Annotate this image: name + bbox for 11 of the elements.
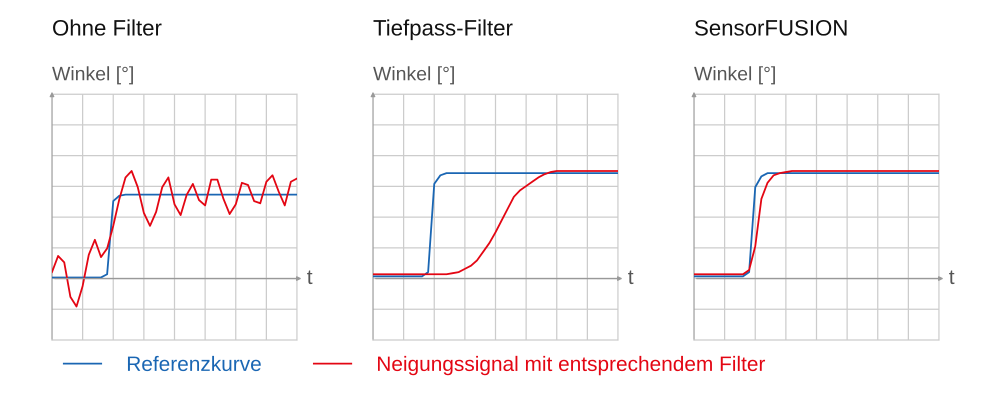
chart-title: SensorFUSION [695,20,847,36]
legend-label: Neigungssignal mit entsprechendem Filter [378,356,766,376]
y-axis-title: Winkel [°] [694,66,775,84]
legend-label: Referenzkurve [128,356,261,372]
chart-title: Tiefpass-Filter [374,19,513,40]
x-axis-title: t [628,270,634,284]
y-axis-title: Winkel [°] [52,66,133,84]
y-axis-title: Winkel [°] [373,66,454,84]
chart-title: Ohne Filter [53,19,162,36]
x-axis-title: t [307,270,312,284]
x-axis-title: t [949,270,954,284]
